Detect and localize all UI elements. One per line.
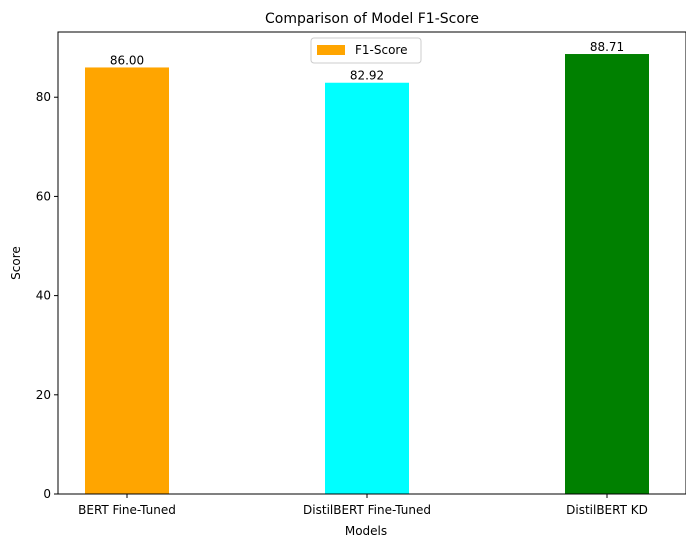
legend-swatch — [317, 45, 345, 55]
bar-bert-fine-tuned — [85, 67, 169, 494]
bar-distilbert-fine-tuned — [325, 82, 409, 495]
bar-value-label: 88.71 — [590, 40, 624, 54]
y-axis-label: Score — [9, 246, 23, 280]
y-tick-label: 20 — [36, 388, 51, 402]
legend: F1-Score — [310, 37, 422, 64]
x-axis-ticks: BERT Fine-Tuned DistilBERT Fine-Tuned Dist… — [78, 494, 648, 517]
y-tick-label: 80 — [36, 90, 51, 104]
bar-value-label: 82.92 — [350, 69, 384, 83]
x-tick-label: DistilBERT Fine-Tuned — [303, 503, 431, 517]
y-tick-label: 60 — [36, 189, 51, 203]
bar-distilbert-kd — [565, 54, 649, 495]
legend-label: F1-Score — [355, 43, 407, 57]
y-tick-label: 40 — [36, 289, 51, 303]
plot-frame — [57, 31, 686, 495]
x-axis-label: Models — [345, 524, 387, 538]
legend-frame — [310, 37, 422, 64]
bar-value-label: 86.00 — [110, 53, 144, 67]
x-tick-label: DistilBERT KD — [566, 503, 648, 517]
x-tick-label: BERT Fine-Tuned — [78, 503, 176, 517]
y-axis-ticks: 0 20 40 60 80 — [36, 90, 58, 501]
bar-labels-group: 86.00 82.92 88.71 — [110, 40, 624, 83]
chart-title: Comparison of Model F1-Score — [265, 11, 479, 27]
bars-group — [85, 54, 649, 495]
y-tick-label: 0 — [43, 487, 51, 501]
